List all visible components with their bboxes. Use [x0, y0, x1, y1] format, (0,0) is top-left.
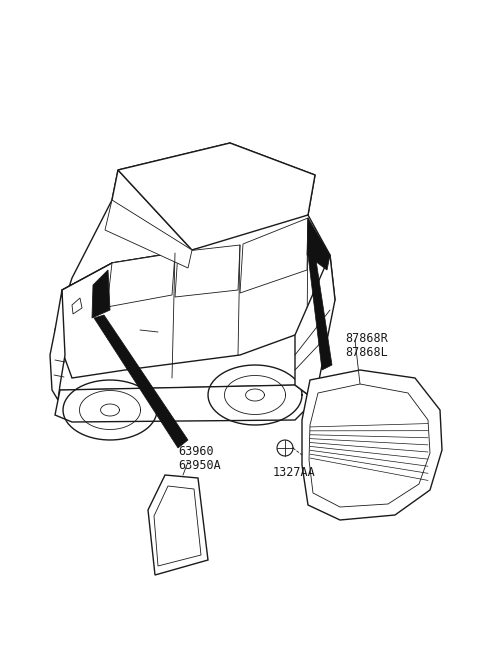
Polygon shape [175, 245, 240, 297]
Polygon shape [295, 255, 335, 400]
Polygon shape [94, 315, 188, 448]
Polygon shape [148, 475, 208, 575]
Polygon shape [60, 215, 335, 378]
Polygon shape [50, 290, 65, 400]
Polygon shape [107, 253, 175, 307]
Polygon shape [118, 143, 315, 250]
Polygon shape [240, 218, 308, 293]
Polygon shape [105, 200, 192, 268]
Polygon shape [112, 170, 200, 235]
Polygon shape [302, 370, 442, 520]
Polygon shape [308, 255, 332, 370]
Text: 87868L: 87868L [345, 346, 388, 359]
Text: 63960: 63960 [178, 445, 214, 458]
Polygon shape [55, 385, 315, 422]
Polygon shape [118, 143, 315, 207]
Polygon shape [309, 384, 430, 507]
Text: 63950A: 63950A [178, 459, 221, 472]
Polygon shape [307, 218, 330, 270]
Text: 1327AA: 1327AA [273, 466, 316, 479]
Polygon shape [72, 298, 82, 314]
Polygon shape [55, 170, 192, 345]
Polygon shape [192, 175, 315, 250]
Text: 87868R: 87868R [345, 332, 388, 345]
Polygon shape [154, 486, 201, 566]
Polygon shape [92, 270, 110, 318]
